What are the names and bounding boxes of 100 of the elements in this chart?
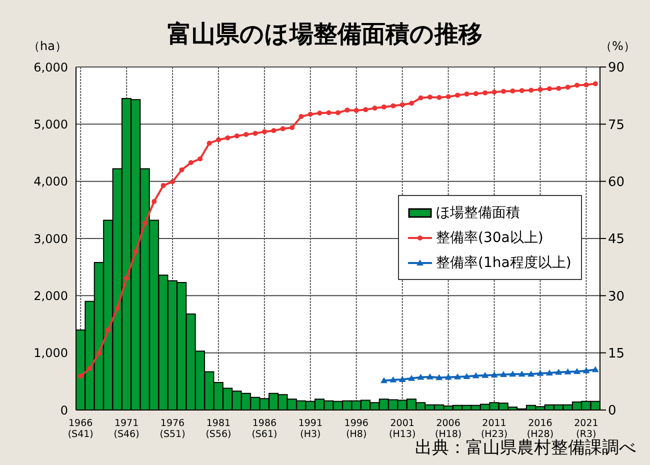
x-tick-label: 1976 (S51): [160, 418, 186, 440]
point: [179, 167, 184, 172]
point: [336, 110, 340, 116]
point: [225, 135, 230, 140]
point: [490, 371, 498, 378]
y2-tick-label: 45: [608, 232, 625, 248]
y-tick-label: 2,000: [34, 288, 68, 303]
source-note: 出典：富山県農村整備課調べ: [415, 438, 636, 459]
point: [482, 90, 488, 96]
point: [538, 86, 543, 92]
point: [317, 110, 322, 116]
x-tick-label: 2011 (H23): [480, 418, 508, 440]
point: [409, 100, 414, 106]
point: [510, 88, 516, 94]
point: [271, 128, 276, 134]
point: [106, 327, 111, 332]
y-tick-label: 3,000: [34, 232, 68, 246]
point: [198, 156, 203, 162]
point: [308, 112, 313, 117]
point: [363, 107, 368, 112]
point: [444, 374, 452, 380]
point: [464, 92, 470, 97]
point: [592, 81, 598, 86]
y-tick-label: 1,000: [34, 346, 68, 360]
point: [152, 199, 157, 204]
legend-label: ほ場整備面積: [436, 204, 520, 222]
y2-tick-label: 0: [608, 404, 616, 419]
point: [564, 368, 572, 374]
point: [519, 88, 524, 94]
point: [574, 82, 580, 88]
y2-axis-title: （%）: [600, 38, 636, 55]
point: [290, 125, 295, 130]
point: [555, 368, 562, 375]
point: [390, 103, 396, 108]
point: [574, 368, 581, 374]
point: [528, 370, 535, 377]
point: [455, 92, 460, 98]
point: [482, 372, 489, 378]
y-tick-label: 4,000: [34, 174, 68, 189]
point: [390, 376, 397, 382]
y2-tick-label: 30: [608, 289, 625, 304]
point: [427, 94, 432, 100]
point: [492, 90, 497, 95]
point: [344, 108, 350, 113]
point: [114, 306, 120, 311]
point: [500, 371, 507, 378]
point: [262, 129, 267, 134]
point: [472, 372, 480, 378]
point: [380, 377, 388, 384]
point: [546, 370, 553, 376]
point: [454, 373, 462, 380]
point: [133, 248, 138, 254]
point: [78, 374, 84, 379]
point: [473, 91, 478, 96]
point: [518, 370, 526, 377]
point: [418, 95, 424, 100]
point: [326, 110, 332, 116]
point: [536, 370, 544, 376]
x-tick-label: 1986 (S61): [252, 418, 278, 440]
y-axis-title: （ha）: [28, 38, 67, 55]
y-tick-label: 5,000: [34, 117, 68, 132]
point: [96, 350, 102, 356]
chart-title: 富山県のほ場整備面積の推移: [168, 20, 482, 48]
point: [398, 376, 406, 382]
point: [381, 104, 386, 110]
point: [216, 137, 221, 142]
x-tick-label: 2006 (H18): [434, 418, 462, 440]
x-tick-label: 2001 (H13): [389, 418, 416, 440]
point: [206, 140, 212, 146]
x-tick-label: 1966 (S41): [68, 418, 94, 440]
point: [408, 374, 416, 381]
point: [509, 370, 516, 377]
y2-tick-label: 15: [608, 346, 625, 362]
point: [124, 276, 130, 281]
point: [565, 84, 570, 90]
point: [417, 374, 424, 380]
point: [400, 102, 405, 108]
point: [584, 82, 589, 88]
y2-tick-label: 90: [608, 60, 625, 76]
point: [426, 373, 434, 380]
point: [592, 366, 599, 372]
point: [446, 94, 451, 100]
point: [354, 108, 359, 113]
point: [298, 114, 304, 120]
x-tick-label: 1991 (H3): [298, 418, 323, 440]
point: [528, 88, 534, 93]
y2-tick-label: 75: [608, 118, 625, 133]
y-tick-label: 0: [60, 403, 68, 418]
y-tick-label: 6,000: [34, 60, 68, 74]
point: [170, 179, 176, 184]
point: [436, 374, 443, 380]
point: [234, 133, 240, 138]
x-tick-label: 2016 (H28): [526, 418, 554, 440]
point: [244, 132, 249, 137]
x-tick-label: 1971 (S46): [114, 418, 140, 440]
point: [463, 372, 470, 379]
point: [436, 94, 442, 100]
point: [142, 220, 148, 226]
point: [252, 130, 258, 136]
x-tick-label: 2021 (R3): [574, 418, 598, 440]
